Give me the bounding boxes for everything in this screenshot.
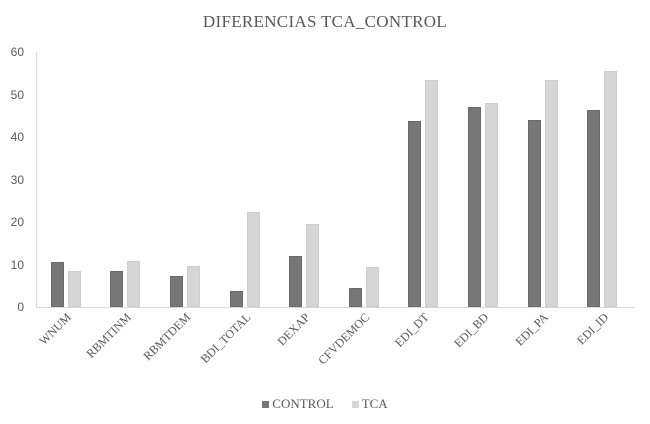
bar-tca-rbmtinm: [127, 261, 141, 307]
x-tick-label: CFVDEMOC: [315, 310, 373, 368]
x-tick-label: EDI_DT: [392, 310, 433, 350]
legend: CONTROL TCA: [0, 396, 650, 412]
chart-title: DIFERENCIAS TCA_CONTROL: [202, 12, 448, 31]
y-axis-line: [36, 52, 37, 307]
y-tick-label: 10: [10, 257, 24, 272]
y-tick-label: 50: [10, 87, 24, 102]
y-tick-label: 40: [10, 130, 24, 144]
x-tick-label: EDI_BD: [451, 310, 492, 351]
y-tick-label: 20: [10, 215, 24, 229]
legend-swatch-control: [262, 400, 270, 408]
bar-control-edi_bd: [468, 107, 481, 307]
bar-control-rbmtdem: [170, 275, 183, 307]
x-tick-label: WNUM: [36, 310, 75, 348]
legend-item-tca: TCA: [351, 396, 388, 412]
bar-control-dexap: [289, 256, 303, 307]
y-tick-label: 0: [17, 300, 24, 314]
bar-tca-bdi_total: [246, 211, 260, 307]
bar-tca-edi_pa: [544, 80, 558, 307]
bar-tca-edi_dt: [425, 80, 439, 307]
bar-tca-edi_bd: [485, 103, 498, 307]
legend-swatch-tca: [351, 400, 359, 408]
bar-control-cfvdemoc: [348, 288, 362, 307]
bar-control-rbmtinm: [110, 270, 124, 307]
legend-item-control: CONTROL: [262, 396, 334, 412]
bar-control-wnum: [50, 261, 64, 307]
bar-tca-rbmtdem: [187, 265, 200, 307]
bar-tca-cfvdemoc: [365, 267, 379, 307]
y-tick-label: 30: [10, 172, 24, 187]
x-tick-label: BDI_TOTAL: [197, 310, 254, 366]
bar-control-edi_dt: [408, 121, 422, 307]
x-axis-line: [36, 307, 634, 308]
x-tick-label: RBMTDEM: [140, 310, 194, 364]
legend-label-tca: TCA: [361, 396, 388, 411]
bar-control-edi_id: [587, 109, 601, 307]
x-tick-label: DEXAP: [274, 310, 313, 349]
x-tick-label: EDI_ID: [573, 310, 611, 348]
bar-tca-wnum: [67, 270, 81, 307]
bar-tca-edi_id: [604, 71, 618, 307]
x-tick-label: RBMTINM: [83, 310, 135, 361]
bar-tca-dexap: [306, 224, 320, 307]
bar-control-bdi_total: [229, 290, 243, 307]
bar-control-edi_pa: [527, 120, 541, 307]
legend-label-control: CONTROL: [272, 396, 334, 411]
x-tick-label: EDI_PA: [512, 310, 552, 349]
y-tick-label: 60: [10, 45, 24, 59]
